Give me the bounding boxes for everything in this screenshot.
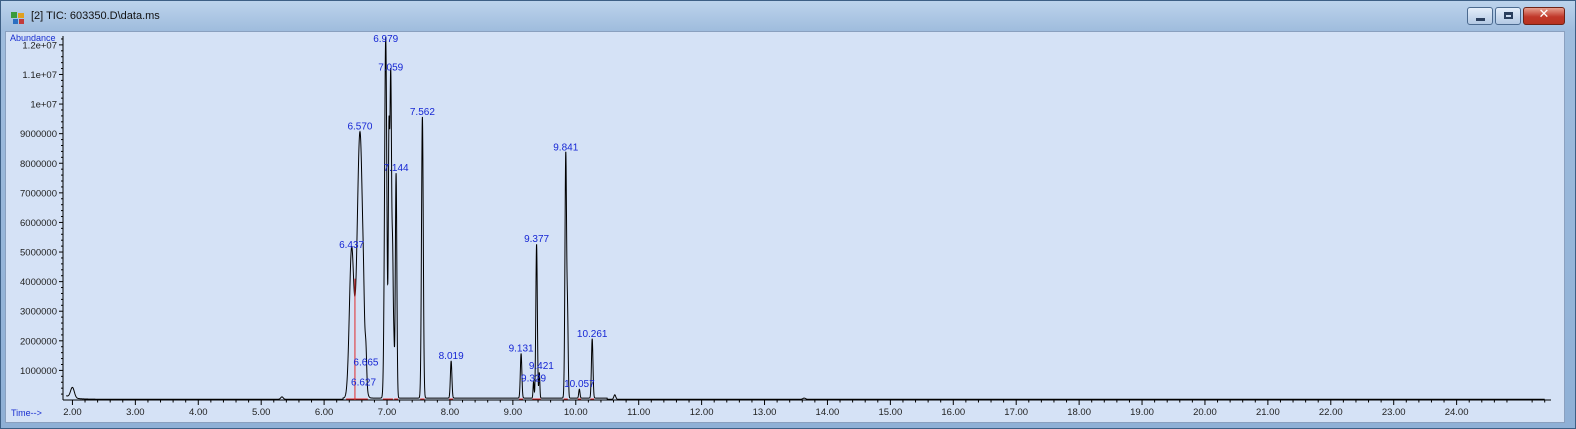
minimize-icon [1476,18,1485,21]
chromatogram-chart[interactable]: 1000000 2000000 3000000 4000000 5000000 60000… [6,32,1564,422]
peak-label: 6.979 [373,34,398,45]
x-tick-label: 22.00 [1319,407,1343,418]
peak-label: 6.437 [339,240,364,251]
axes: 1000000 2000000 3000000 4000000 5000000 60000… [20,36,1551,418]
app-icon [11,12,24,24]
peak-label: 10.057 [564,379,595,390]
y-tick-label: 3000000 [20,307,57,318]
x-tick-label: 15.00 [878,407,902,418]
close-icon: ✕ [1538,7,1550,22]
peak-label: 7.059 [378,62,403,73]
y-tick-label: 8000000 [20,159,57,170]
y-tick-label: 1000000 [20,366,57,377]
peak-label: 6.627 [351,378,376,389]
peak-label: 6.570 [347,122,372,133]
peak-label: 6.665 [353,357,378,368]
x-tick-label: 10.00 [564,407,588,418]
x-tick-label: 14.00 [816,407,840,418]
minimize-button[interactable] [1467,7,1493,25]
x-tick-label: 16.00 [941,407,965,418]
x-tick-label: 2.00 [63,407,82,418]
peak-label: 9.377 [524,234,549,245]
x-tick-label: 13.00 [753,407,777,418]
peak-label: 10.261 [577,329,608,340]
peak-label: 9.131 [509,344,534,355]
x-tick-label: 24.00 [1445,407,1469,418]
y-tick-label: 5000000 [20,248,57,259]
x-tick-label: 18.00 [1067,407,1091,418]
y-tick-label: 6000000 [20,218,57,229]
window-title: [2] TIC: 603350.D\data.ms [31,10,160,22]
x-tick-label: 19.00 [1130,407,1154,418]
maximize-icon [1504,12,1513,19]
x-tick-label: 20.00 [1193,407,1217,418]
y-tick-label: 1.2e+07 [22,40,57,51]
y-tick-label: 1e+07 [30,100,57,111]
tic-trace [65,37,1545,400]
x-tick-label: 23.00 [1382,407,1406,418]
y-tick-label: 4000000 [20,277,57,288]
x-tick-label: 12.00 [690,407,714,418]
peak-label: 7.144 [384,163,409,174]
maximize-button[interactable] [1495,7,1521,25]
x-tick-label: 9.00 [504,407,523,418]
peak-label: 9.329 [521,374,546,385]
y-tick-label: 9000000 [20,129,57,140]
x-tick-label: 3.00 [126,407,145,418]
x-tick-label: 11.00 [627,407,650,418]
peak-label: 9.421 [529,361,554,372]
x-tick-label: 21.00 [1256,407,1280,418]
y-axis-label: Abundance [10,33,56,43]
plot-panel: 1000000 2000000 3000000 4000000 5000000 60000… [5,31,1565,423]
x-tick-label: 8.00 [441,407,460,418]
window-controls: ✕ [1465,7,1565,27]
peak-label: 9.841 [553,142,578,153]
y-tick-label: 2000000 [20,336,57,347]
x-axis-label: Time--> [11,408,42,418]
x-tick-label: 6.00 [315,407,334,418]
title-bar[interactable]: [2] TIC: 603350.D\data.ms ✕ [1,1,1575,31]
x-tick-label: 4.00 [189,407,208,418]
y-tick-label: 1.1e+07 [22,70,57,81]
x-tick-label: 7.00 [378,407,397,418]
y-tick-label: 7000000 [20,188,57,199]
peak-label: 7.562 [410,107,435,118]
close-button[interactable]: ✕ [1523,7,1565,25]
x-tick-label: 17.00 [1004,407,1028,418]
peak-label: 8.019 [439,351,464,362]
peak-labels: 6.437 6.570 6.627 6.665 6.979 7.059 7.144 7.562… [339,34,608,390]
trace-layer [65,37,1545,400]
x-tick-label: 5.00 [252,407,271,418]
